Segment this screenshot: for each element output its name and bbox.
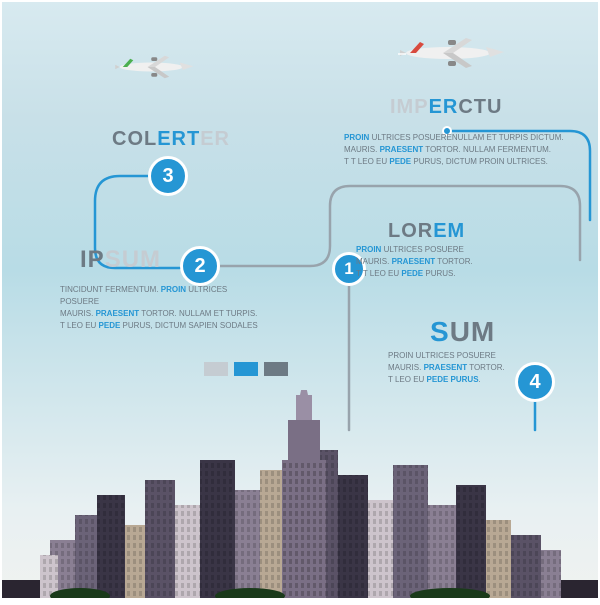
imperctu-title: IMPERCTU — [390, 96, 502, 119]
swatch — [264, 362, 288, 376]
infographic-canvas: { "layout": {"width":600,"height":600,"t… — [0, 0, 600, 600]
color-swatches — [204, 362, 288, 376]
sum-title: SUM — [430, 316, 495, 348]
step-badge-3: 3 — [148, 156, 188, 196]
lorem-title: LOREM — [388, 220, 465, 243]
imperctu-body: PROIN ULTRICES POSUERENULLAM ET TURPIS D… — [344, 132, 564, 168]
swatch — [234, 362, 258, 376]
airplane-icon — [114, 54, 197, 80]
colerter-title: COLERTER — [112, 128, 230, 151]
airplane-icon — [398, 36, 508, 70]
step-badge-2: 2 — [180, 246, 220, 286]
ipsum-body: TINCIDUNT FERMENTUM. PROIN ULTRICES POSU… — [60, 284, 260, 332]
lorem-body: PROIN ULTRICES POSUEREMAURIS. PRAESENT T… — [356, 244, 536, 280]
sum-body: PROIN ULTRICES POSUEREMAURIS. PRAESENT T… — [388, 350, 548, 386]
ipsum-title: IPSUM — [80, 246, 161, 274]
swatch — [204, 362, 228, 376]
city-skyline — [0, 390, 600, 600]
